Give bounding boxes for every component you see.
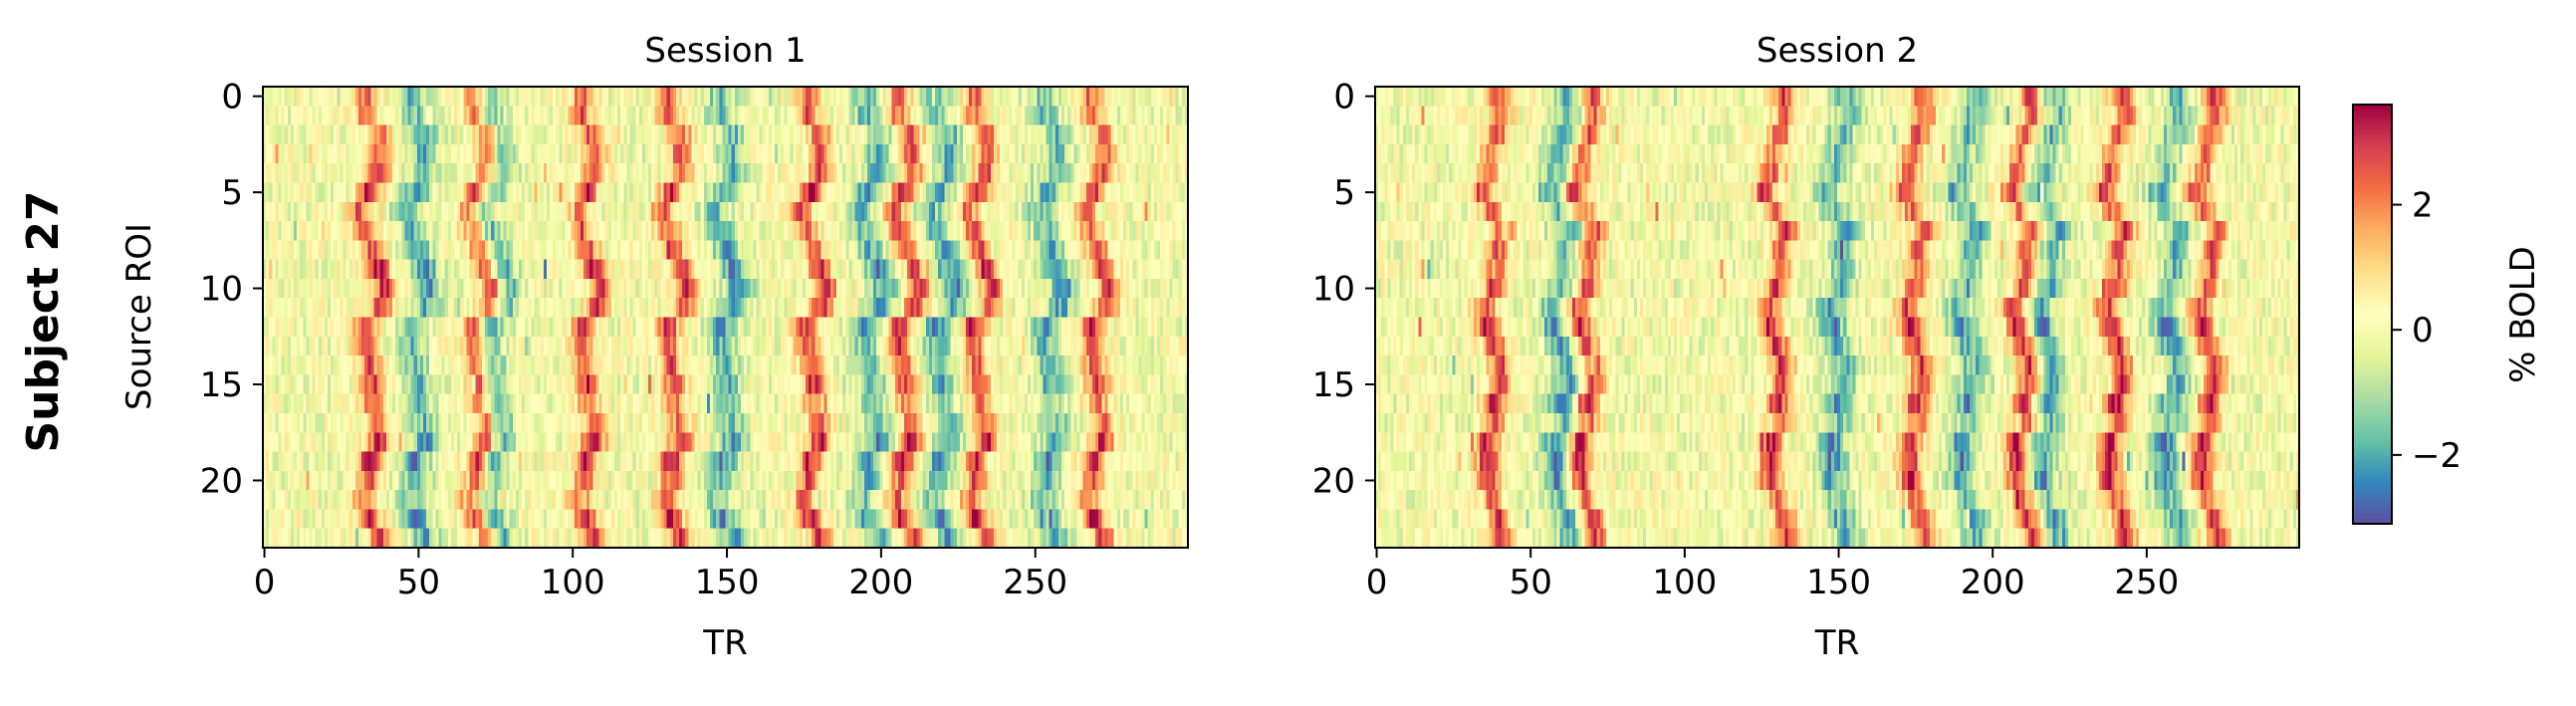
x-tick-label: 50 [1510, 563, 1552, 602]
colorbar-gradient [2352, 104, 2393, 525]
y-tick-label: 0 [221, 78, 243, 118]
plot-frame [1374, 86, 2300, 549]
heatmap-cells [1375, 87, 2299, 548]
heatmap-cells [263, 87, 1188, 548]
x-tick-label: 200 [1961, 563, 2025, 602]
x-tick-label: 100 [1652, 563, 1717, 602]
panel-title: Session 2 [1756, 31, 1918, 71]
y-tick-label: 0 [1333, 78, 1355, 118]
y-tick-label: 15 [200, 365, 243, 405]
x-tick-label: 200 [848, 563, 913, 602]
x-axis-label: TR [1814, 623, 1859, 663]
y-tick-label: 15 [1312, 365, 1355, 405]
x-tick-label: 0 [1366, 563, 1388, 602]
row-label: Subject 27 [18, 190, 69, 452]
x-tick-label: 100 [541, 563, 605, 602]
x-tick-label: 150 [1806, 563, 1871, 602]
y-tick-label: 10 [1312, 270, 1355, 310]
x-tick-label: 150 [695, 563, 760, 602]
y-tick-label: 5 [221, 173, 243, 213]
y-tick-label: 5 [1333, 173, 1355, 213]
x-axis-label: TR [702, 623, 747, 663]
panel-title: Session 1 [644, 31, 806, 71]
plot-frame [262, 86, 1189, 549]
x-tick-label: 250 [1003, 563, 1067, 602]
colorbar-label: % BOLD [2503, 246, 2543, 383]
colorbar: −2 0 2 % BOLD [2352, 104, 2543, 525]
x-tick-label: 50 [397, 563, 440, 602]
y-tick-label: 20 [200, 461, 243, 501]
panel-session-1: Session 1 0 50 100 150 200 250 TR 0 5 10 15 20 Source… [119, 31, 1189, 663]
y-tick-label: 10 [200, 270, 243, 310]
y-axis-label: Source ROI [119, 223, 159, 410]
colorbar-tick-label: 2 [2412, 186, 2434, 226]
colorbar-tick-label: 0 [2412, 311, 2434, 351]
colorbar-tick-label: −2 [2412, 436, 2461, 476]
x-tick-label: 250 [2114, 563, 2179, 602]
y-tick-label: 20 [1312, 461, 1355, 501]
panel-session-2: Session 2 0 50 100 150 200 250 TR 0 5 10 15 20 [1312, 31, 2300, 663]
x-tick-label: 0 [254, 563, 276, 602]
